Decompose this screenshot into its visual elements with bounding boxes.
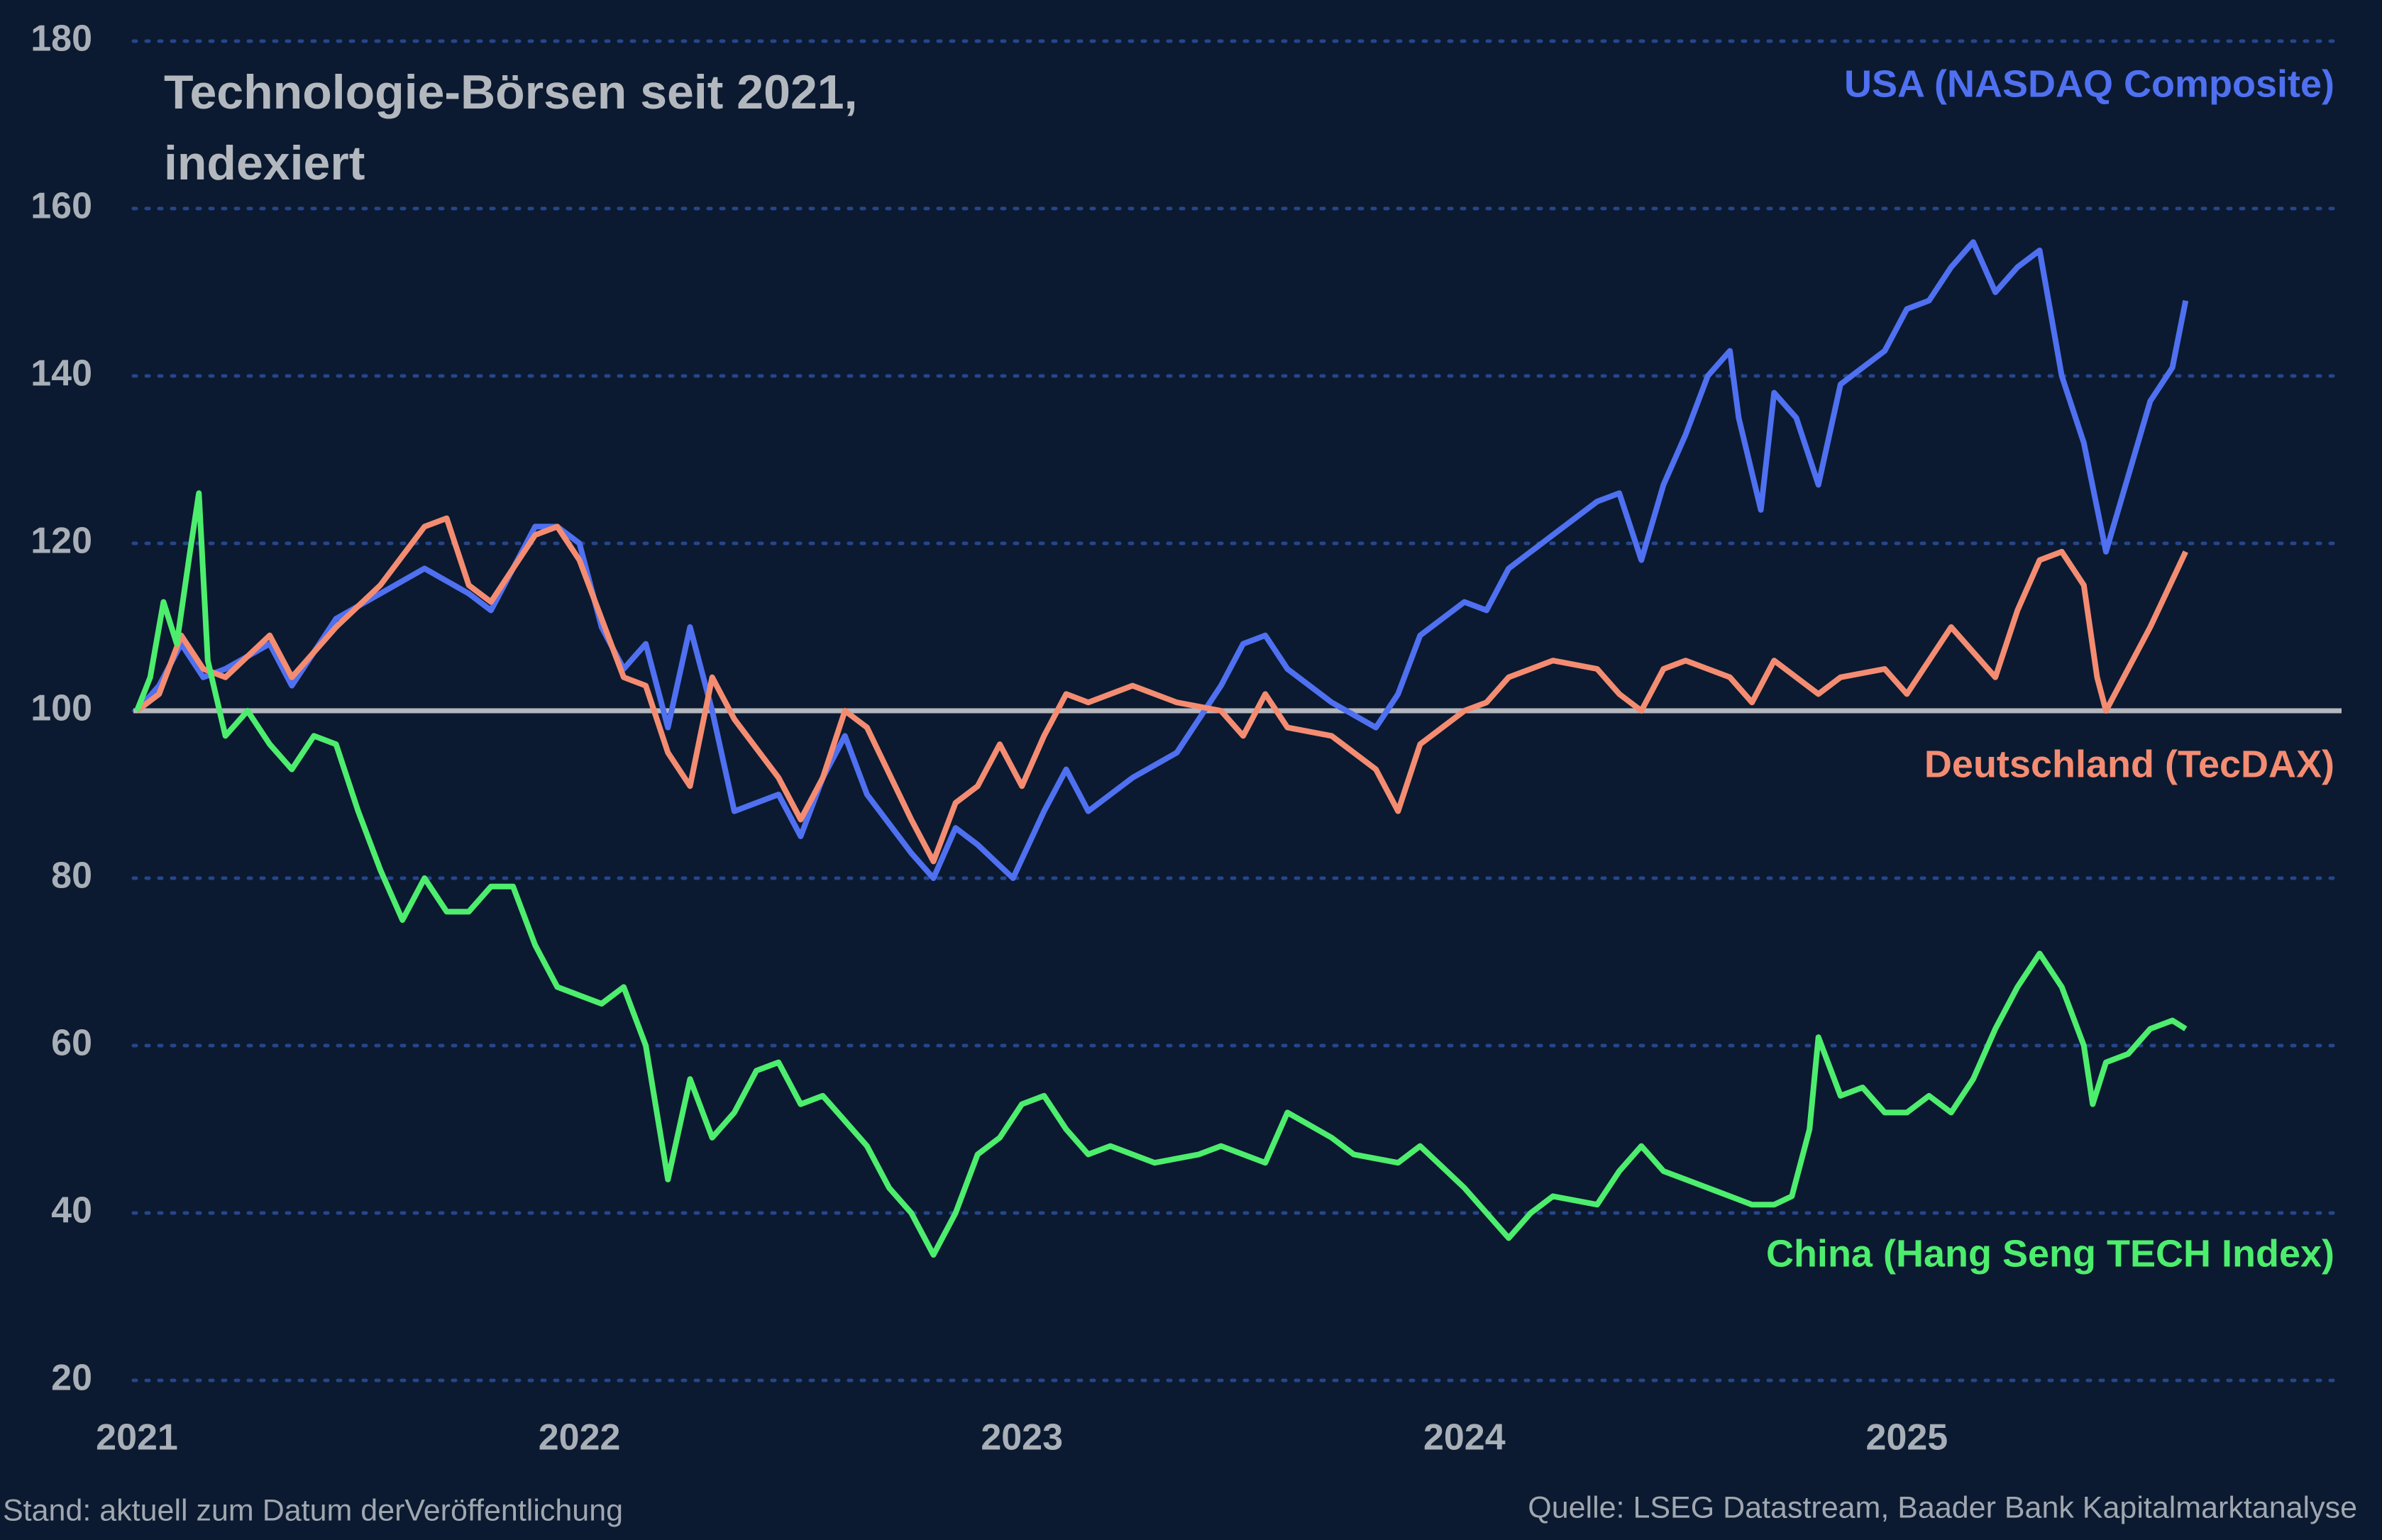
y-tick-label: 60 xyxy=(51,1023,92,1064)
series-line xyxy=(135,515,2188,865)
chart-title: Technologie-Börsen seit 2021, indexiert xyxy=(164,65,858,190)
y-tick-label: 160 xyxy=(31,186,92,227)
y-tick-label: 100 xyxy=(31,688,92,729)
series-label: USA (NASDAQ Composite) xyxy=(1844,62,2334,105)
note: Stand: aktuell zum Datum derVeröffentlic… xyxy=(3,1493,623,1527)
series-line xyxy=(134,490,2188,1258)
y-tick-label: 80 xyxy=(51,855,92,897)
series-line xyxy=(134,239,2189,881)
y-tick-label: 40 xyxy=(51,1190,92,1231)
y-tick-label: 120 xyxy=(31,521,92,562)
x-tick-label: 2022 xyxy=(539,1417,621,1458)
x-tick-label: 2021 xyxy=(96,1417,178,1458)
x-tick-label: 2023 xyxy=(981,1417,1063,1458)
y-tick-label: 20 xyxy=(51,1358,92,1399)
y-tick-label: 140 xyxy=(31,353,92,394)
series-label: China (Hang Seng TECH Index) xyxy=(1766,1232,2334,1275)
source: Quelle: LSEG Datastream, Baader Bank Kap… xyxy=(1528,1490,2357,1524)
x-tick-label: 2025 xyxy=(1866,1417,1948,1458)
x-tick-label: 2024 xyxy=(1423,1417,1506,1458)
y-tick-label: 180 xyxy=(31,18,92,60)
series-label: Deutschland (TecDAX) xyxy=(1924,743,2334,785)
